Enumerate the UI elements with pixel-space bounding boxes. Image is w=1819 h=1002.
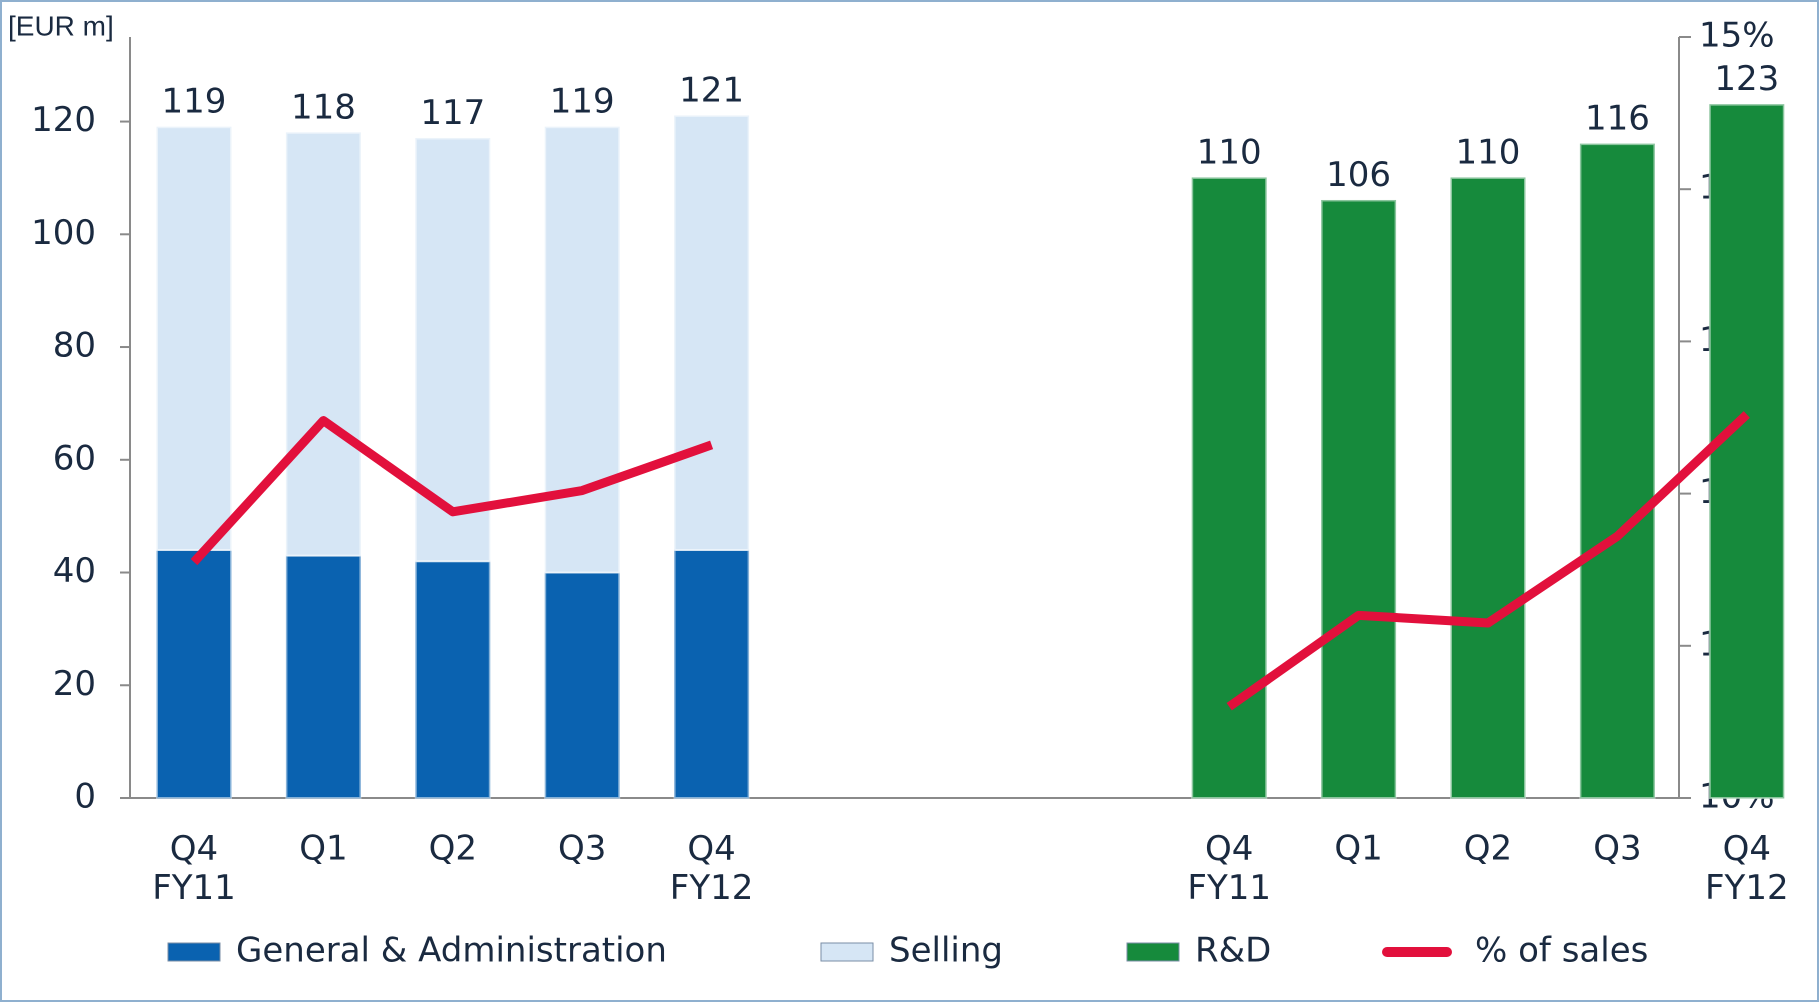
legend-label: R&D (1195, 931, 1271, 971)
legend-swatch (167, 942, 221, 962)
y-tick-label: 0 (74, 777, 96, 817)
y-tick-label: 40 (53, 551, 96, 591)
bar-shade (544, 126, 621, 574)
legend-label: % of sales (1475, 931, 1648, 971)
total-label: 118 (291, 87, 356, 127)
legend-swatch (820, 942, 874, 962)
total-label: 119 (550, 82, 615, 122)
x-tick-label: Q1 (1334, 829, 1382, 869)
bar-shade (544, 571, 621, 799)
y-axis-label: [EUR m] (8, 10, 114, 41)
total-label: 110 (1456, 132, 1521, 172)
x-tick-label: Q3 (558, 829, 606, 869)
total-label: 106 (1326, 155, 1391, 195)
total-label: 116 (1585, 99, 1650, 139)
x-tick-label: Q1 (299, 829, 347, 869)
x-tick-label: Q2 (429, 829, 477, 869)
bar-shade (673, 114, 750, 551)
bar-shade (1579, 143, 1656, 799)
bar-shade (1450, 176, 1526, 800)
x-tick-label: Q4 FY11 (1187, 829, 1271, 908)
total-label: 110 (1197, 132, 1262, 172)
x-tick-label: Q2 (1464, 829, 1512, 869)
bar-shade (285, 131, 362, 557)
total-label: 123 (1714, 59, 1779, 99)
total-label: 121 (679, 70, 744, 110)
legend-label: General & Administration (236, 931, 667, 971)
legend-swatch (1126, 942, 1180, 962)
y-tick-label: 20 (53, 664, 96, 704)
total-label: 117 (420, 93, 485, 133)
bar-shade (1320, 199, 1397, 800)
y-tick-label: 80 (53, 326, 96, 366)
x-tick-label: Q4 FY12 (1705, 829, 1789, 908)
y-tick-label: 100 (31, 213, 96, 253)
bar-shade (414, 560, 491, 799)
bar-shade (156, 548, 232, 800)
bar-shade (285, 554, 362, 800)
bar-shade (673, 548, 750, 800)
y-tick-label: 120 (31, 100, 96, 140)
x-tick-label: Q4 FY12 (670, 829, 754, 908)
x-tick-label: Q4 FY11 (152, 829, 236, 908)
total-label: 119 (162, 82, 227, 122)
y-tick-label: 60 (53, 438, 96, 478)
x-tick-label: Q3 (1593, 829, 1641, 869)
line (190, 411, 1750, 711)
bar-shade (156, 126, 232, 551)
y2-tick-label: 15% (1699, 16, 1775, 56)
legend-label: Selling (889, 931, 1003, 971)
bar-shade (1708, 103, 1785, 799)
